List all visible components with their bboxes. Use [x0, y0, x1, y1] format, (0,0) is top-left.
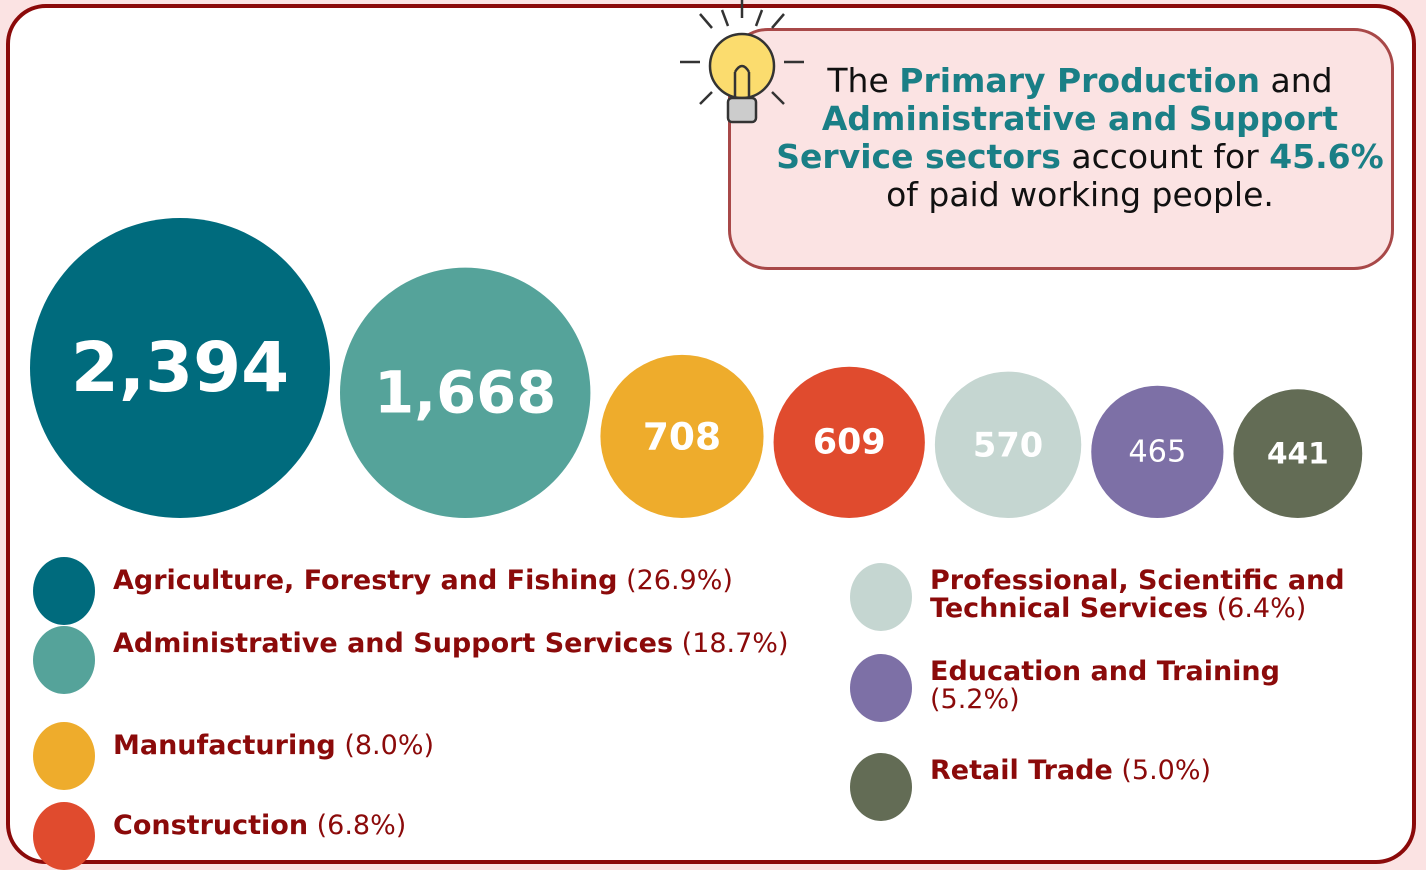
bubble: [600, 354, 764, 518]
bubble: [1091, 385, 1224, 518]
legend-share: (5.0%): [1121, 755, 1212, 786]
legend-share: (5.2%): [930, 684, 1020, 715]
bubble-label: 465: [1128, 434, 1186, 469]
legend-name: Manufacturing: [113, 730, 336, 761]
legend-share: (18.7%): [681, 628, 789, 659]
legend-name: Construction: [113, 810, 309, 841]
bubble-label: 708: [643, 414, 721, 458]
legend-name: Education and Training: [930, 656, 1280, 687]
legend-entry: Education and Training (5.2%): [930, 658, 1350, 714]
legend-swatch: [33, 802, 95, 870]
bubble: [1233, 389, 1363, 518]
callout-highlight: Administrative and Support Service secto…: [776, 99, 1339, 176]
bubble-label: 1,668: [374, 359, 556, 426]
callout-text: The Primary Production and Administrativ…: [770, 62, 1390, 214]
legend-entry: Professional, Scientific and Technical S…: [930, 567, 1390, 623]
bubble: [773, 366, 925, 518]
callout-segment: and: [1260, 61, 1333, 100]
callout-box: [728, 28, 1394, 270]
legend-name: Administrative and Support Services: [113, 628, 674, 659]
legend-swatch: [850, 654, 912, 722]
legend-entry: Administrative and Support Services (18.…: [113, 630, 813, 658]
legend-swatch: [33, 626, 95, 694]
legend-swatch: [850, 563, 912, 631]
bubble-label: 609: [813, 422, 886, 462]
legend-name: Professional, Scientific and Technical S…: [930, 565, 1345, 624]
legend-share: (8.0%): [344, 730, 435, 761]
callout-segment: The: [827, 61, 900, 100]
legend-swatch: [33, 722, 95, 790]
callout-highlight: Primary Production: [899, 61, 1261, 100]
bubble-label: 570: [973, 425, 1043, 464]
callout-segment: account for: [1060, 137, 1270, 176]
legend-entry: Agriculture, Forestry and Fishing (26.9%…: [113, 567, 813, 595]
legend-swatch: [850, 753, 912, 821]
bubble-label: 441: [1267, 437, 1329, 471]
legend-name: Agriculture, Forestry and Fishing: [113, 565, 618, 596]
legend-name: Retail Trade: [930, 755, 1113, 786]
legend-entry: Retail Trade (5.0%): [930, 757, 1350, 785]
legend-swatch: [33, 557, 95, 625]
bubble: [340, 267, 591, 518]
lightbulb-icon: [680, 0, 804, 124]
bubble: [934, 371, 1082, 518]
bubble-label: 2,394: [71, 328, 289, 408]
legend-entry: Construction (6.8%): [113, 812, 813, 840]
callout-segment: of paid working people.: [886, 175, 1274, 214]
callout-highlight: 45.6%: [1269, 137, 1384, 176]
legend-share: (6.4%): [1216, 593, 1307, 624]
legend-entry: Manufacturing (8.0%): [113, 732, 813, 760]
legend-share: (6.8%): [316, 810, 407, 841]
legend-share: (26.9%): [626, 565, 733, 596]
bubble: [30, 218, 330, 518]
